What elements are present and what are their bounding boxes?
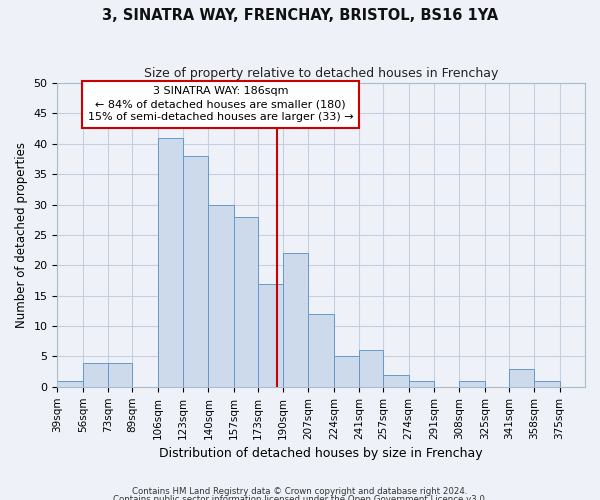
Bar	[460, 380, 485, 387]
Bar	[409, 380, 434, 387]
Bar	[158, 138, 183, 387]
Bar	[534, 380, 560, 387]
Bar	[83, 362, 108, 387]
Bar	[334, 356, 359, 387]
Title: Size of property relative to detached houses in Frenchay: Size of property relative to detached ho…	[144, 68, 499, 80]
Bar	[359, 350, 383, 387]
Bar	[509, 368, 534, 387]
Bar	[108, 362, 132, 387]
Bar	[183, 156, 208, 387]
Bar	[58, 380, 83, 387]
Bar	[234, 216, 257, 387]
Text: Contains public sector information licensed under the Open Government Licence v3: Contains public sector information licen…	[113, 494, 487, 500]
Bar	[283, 253, 308, 387]
Bar	[257, 284, 283, 387]
Bar	[383, 374, 409, 387]
Text: 3 SINATRA WAY: 186sqm
← 84% of detached houses are smaller (180)
15% of semi-det: 3 SINATRA WAY: 186sqm ← 84% of detached …	[88, 86, 353, 122]
Text: Contains HM Land Registry data © Crown copyright and database right 2024.: Contains HM Land Registry data © Crown c…	[132, 486, 468, 496]
Bar	[308, 314, 334, 387]
Bar	[208, 204, 234, 387]
Y-axis label: Number of detached properties: Number of detached properties	[15, 142, 28, 328]
X-axis label: Distribution of detached houses by size in Frenchay: Distribution of detached houses by size …	[160, 447, 483, 460]
Text: 3, SINATRA WAY, FRENCHAY, BRISTOL, BS16 1YA: 3, SINATRA WAY, FRENCHAY, BRISTOL, BS16 …	[102, 8, 498, 22]
